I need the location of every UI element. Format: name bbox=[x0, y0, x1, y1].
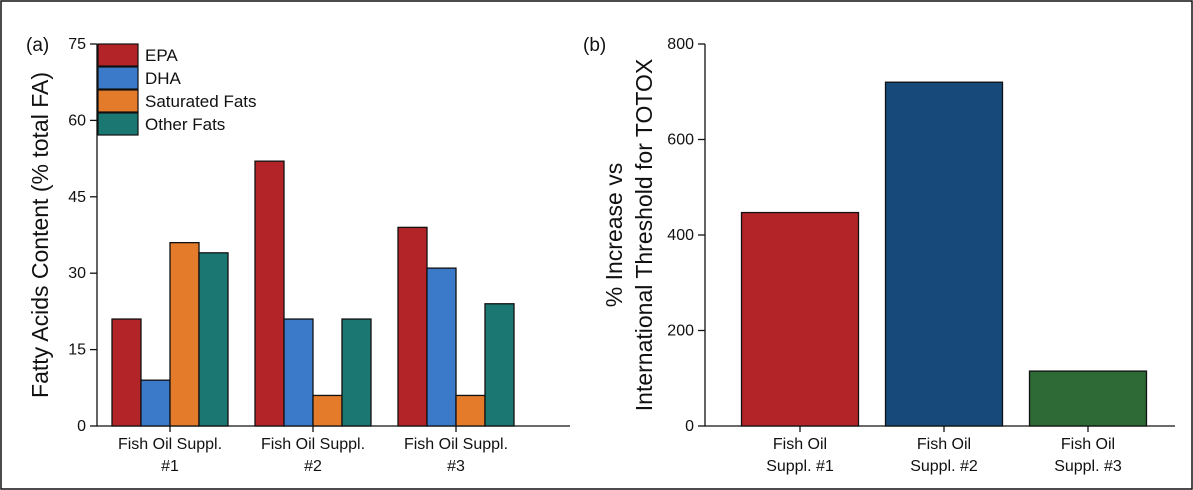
panel-a-y-tick-label: 0 bbox=[77, 418, 86, 435]
panel-b-x-tick-label: Fish Oil Suppl. #1 bbox=[766, 436, 834, 475]
panel-a-bar bbox=[426, 267, 457, 427]
legend-swatch bbox=[97, 112, 139, 136]
panel-b-bar bbox=[1028, 370, 1148, 427]
panel-a-y-tick-label: 60 bbox=[68, 112, 86, 129]
panel-b-bar-chart: (b) % Increase vs International Threshold… bbox=[583, 35, 1175, 475]
panel-a-bar bbox=[169, 241, 200, 427]
panel-b-x-tick-label: Fish Oil Suppl. #3 bbox=[1054, 436, 1122, 475]
panel-a-x-tick-label: Fish Oil Suppl. #2 bbox=[261, 436, 365, 475]
panel-a-legend: EPA DHA Saturated Fats Other Fats bbox=[97, 43, 257, 136]
panel-a-bar bbox=[341, 318, 372, 427]
panel-b-y-tick-label: 800 bbox=[667, 36, 694, 53]
panel-b-y-tick-label: 200 bbox=[667, 323, 694, 340]
panel-b-y-tick-label: 600 bbox=[667, 132, 694, 149]
panel-a-bar bbox=[397, 226, 428, 427]
panel-b-bar bbox=[884, 81, 1004, 427]
legend-swatch bbox=[97, 89, 139, 113]
legend-label: Other Fats bbox=[145, 115, 225, 134]
panel-b-y-tick-label: 400 bbox=[667, 227, 694, 244]
panel-a-y-tick-label: 45 bbox=[68, 189, 86, 206]
panel-a-x-tick-label: Fish Oil Suppl. #3 bbox=[404, 436, 508, 475]
legend-swatch bbox=[97, 43, 139, 67]
panel-a-y-tick-label: 15 bbox=[68, 342, 86, 359]
panel-b-axes: 0 200 400 600 800 Fish Oil Suppl. #1 Fish Oil Su… bbox=[667, 36, 1175, 475]
panel-a-bar-chart: (a) Fatty Acids Content (% total FA) 0 15… bbox=[26, 35, 570, 475]
panel-a-bar bbox=[111, 318, 142, 427]
panel-b-label: (b) bbox=[583, 35, 606, 56]
panel-a-label: (a) bbox=[26, 35, 49, 56]
legend-label: Saturated Fats bbox=[145, 92, 257, 111]
panel-b-bars bbox=[740, 81, 1148, 427]
panel-b-x-tick-label: Fish Oil Suppl. #2 bbox=[910, 436, 978, 475]
panel-a-y-axis-label: Fatty Acids Content (% total FA) bbox=[27, 72, 53, 398]
panel-a-bar bbox=[254, 160, 285, 427]
legend-label: DHA bbox=[145, 69, 182, 88]
panel-b-y-axis-title: % Increase vs International Threshold for… bbox=[601, 59, 657, 411]
panel-a-bar bbox=[283, 318, 314, 427]
panel-a-bar bbox=[455, 394, 486, 427]
panel-b-y-axis-label: % Increase vs International Threshold for… bbox=[601, 59, 657, 411]
panel-a-y-tick-label: 75 bbox=[68, 36, 86, 53]
panel-a-bars bbox=[111, 160, 515, 427]
panel-a-bar bbox=[312, 394, 343, 427]
panel-a-bar bbox=[140, 379, 171, 427]
panel-a-bar bbox=[198, 252, 229, 427]
panel-b-y-tick-label: 0 bbox=[685, 418, 694, 435]
panel-b-bar bbox=[740, 211, 860, 427]
panel-a-y-axis-title: Fatty Acids Content (% total FA) bbox=[27, 72, 53, 398]
legend-swatch bbox=[97, 66, 139, 90]
panel-a-bar bbox=[484, 303, 515, 427]
legend-label: EPA bbox=[145, 46, 178, 65]
panel-a-x-tick-label: Fish Oil Suppl. #1 bbox=[118, 436, 222, 475]
panel-a-y-tick-label: 30 bbox=[68, 265, 86, 282]
panel-a-axes: 0 15 30 45 60 75 Fish Oil Suppl. #1 Fish Oil Sup… bbox=[68, 36, 570, 475]
